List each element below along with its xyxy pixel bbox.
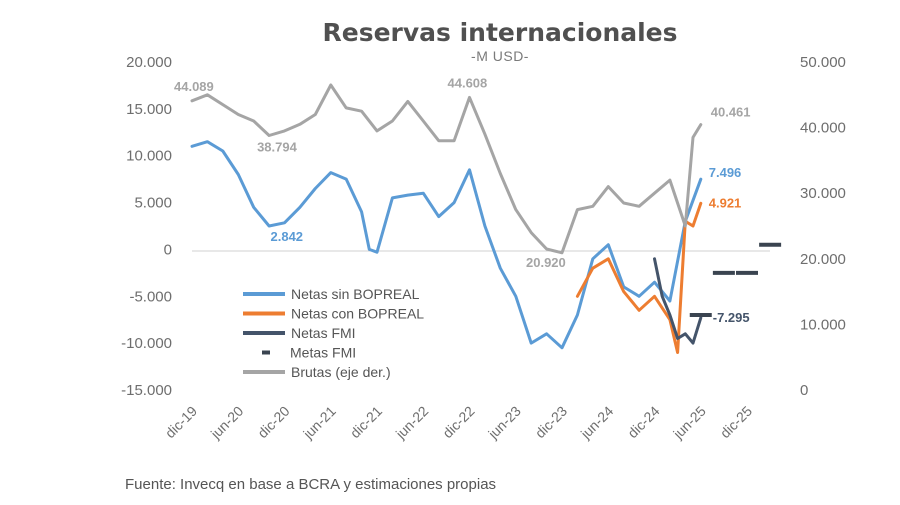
x-tick-label: dic-21 [347, 403, 385, 441]
left-tick-label: 10.000 [126, 148, 172, 165]
legend-label: Netas con BOPREAL [291, 306, 424, 322]
right-tick-label: 0 [800, 382, 808, 399]
data-label: 44.608 [448, 75, 488, 90]
legend-label: Netas FMI [291, 325, 356, 341]
data-label: 40.461 [711, 105, 751, 120]
data-label: 38.794 [257, 140, 298, 155]
x-tick-label: dic-24 [624, 403, 662, 441]
data-label: 2.842 [271, 229, 304, 244]
left-tick-label: -10.000 [121, 335, 172, 352]
left-tick-label: -15.000 [121, 382, 172, 399]
legend-label: Netas sin BOPREAL [291, 286, 420, 302]
data-label: 44.089 [174, 79, 214, 94]
right-tick-label: 40.000 [800, 120, 846, 137]
left-tick-label: -5.000 [129, 288, 172, 305]
x-tick-label: jun-23 [484, 403, 524, 443]
x-tick-label: dic-25 [717, 403, 755, 441]
x-axis: dic-19 jun-20 dic-20 jun-21 dic-21 jun-22 dic-… [162, 403, 755, 443]
legend-label: Metas FMI [290, 345, 356, 361]
right-tick-label: 30.000 [800, 185, 846, 202]
chart-subtitle: -M USD- [471, 48, 529, 64]
series-layer [190, 83, 782, 354]
right-tick-label: 20.000 [800, 251, 846, 268]
x-tick-label: dic-23 [532, 403, 570, 441]
chart-title: Reservas internacionales [322, 18, 677, 47]
x-tick-label: jun-22 [392, 403, 432, 443]
source-note: Fuente: Invecq en base a BCRA y estimaci… [125, 476, 496, 493]
left-tick-label: 0 [164, 241, 172, 258]
series-line-netas-con-bopreal [575, 201, 703, 354]
left-tick-label: 20.000 [126, 54, 172, 71]
legend: Netas sin BOPREAL Netas con BOPREAL Netas … [243, 286, 424, 380]
x-tick-label: jun-21 [299, 403, 339, 443]
x-tick-label: jun-25 [669, 403, 709, 443]
x-tick-label: dic-22 [439, 403, 477, 441]
data-label: 20.920 [526, 255, 566, 270]
right-axis: 0 10.000 20.000 30.000 40.000 50.000 [800, 54, 846, 399]
x-tick-label: dic-20 [254, 403, 292, 441]
series-line-netas-fmi [653, 257, 703, 345]
series-line-brutas-eje-der [190, 83, 703, 255]
x-tick-label: jun-20 [207, 403, 247, 443]
legend-label: Brutas (eje der.) [291, 364, 391, 380]
x-tick-label: dic-19 [162, 403, 200, 441]
data-label: 4.921 [709, 195, 742, 210]
left-tick-label: 5.000 [134, 195, 172, 212]
data-label: 7.496 [709, 165, 742, 180]
right-tick-label: 10.000 [800, 316, 846, 333]
data-label: -7.295 [713, 310, 750, 325]
x-tick-label: jun-24 [577, 403, 617, 443]
data-labels: 44.089 38.794 44.608 20.920 40.461 2.842 7.496… [174, 75, 751, 324]
left-axis: -15.000 -10.000 -5.000 0 5.000 10.000 15.000 20… [121, 54, 172, 399]
right-tick-label: 50.000 [800, 54, 846, 71]
left-tick-label: 15.000 [126, 101, 172, 118]
series-line-netas-sin-bopreal [190, 140, 703, 350]
